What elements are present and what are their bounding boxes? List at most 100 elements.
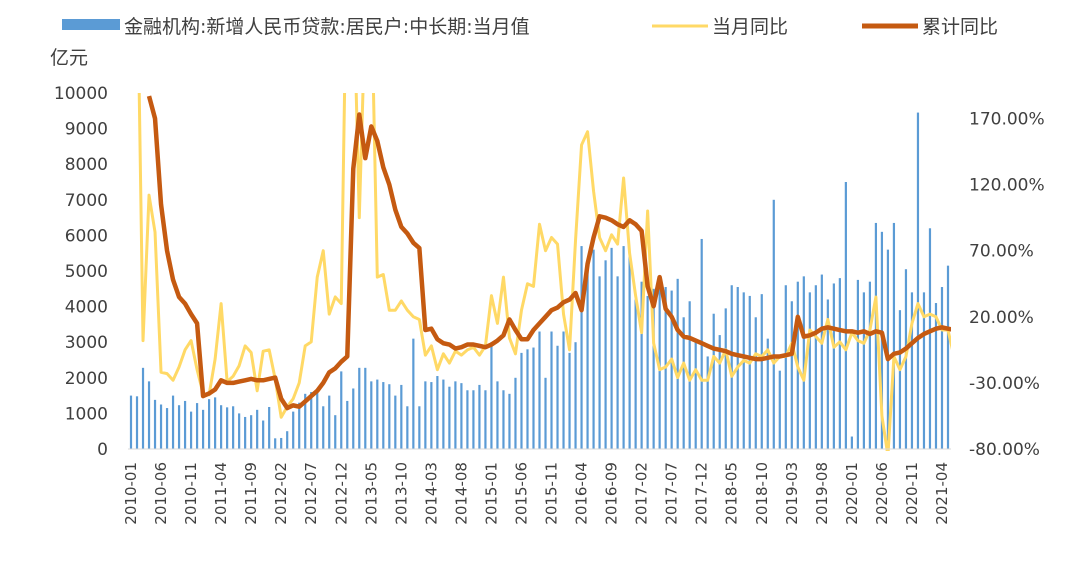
bar-layer [129,112,950,449]
loan-bar [916,112,920,449]
loan-bar [334,415,337,449]
loan-bar [436,376,439,449]
line-layer [137,93,951,451]
loan-bar [292,411,295,449]
y-right-tick-label: 170.00% [969,110,1045,130]
loan-bar [526,349,529,449]
y-left-tick-label: 2000 [65,369,108,389]
loan-bar [376,379,379,449]
x-tick-label: 2017-02 [633,462,651,525]
loan-bar [171,395,175,449]
loan-bar [694,342,697,449]
loan-bar [826,299,829,449]
loan-bar [538,331,541,449]
loan-bar [730,285,733,449]
loan-bar [592,249,595,449]
loan-bar [177,405,181,449]
loan-bar [940,287,944,449]
loan-bar [658,276,661,449]
y-left-tick-label: 6000 [65,226,108,246]
loan-bar [556,345,559,449]
loan-bar [183,400,187,449]
loan-bar [562,331,565,449]
loan-bar [226,407,229,449]
loan-bar [718,335,721,449]
loan-bar [892,222,896,449]
loan-bar [820,274,823,449]
loan-bar [586,260,589,449]
loan-bar [610,247,613,449]
loan-bar [316,392,319,449]
loan-bar [472,390,475,449]
loan-bar [946,265,950,449]
loan-bar [478,384,481,449]
loan-bar [189,411,193,449]
x-tick-label: 2020-01 [843,462,861,525]
loan-bar [424,381,427,449]
loan-bar [268,406,271,449]
loan-bar [622,246,625,449]
x-tick-label: 2012-07 [302,462,320,525]
x-tick-label: 2010-01 [122,462,140,525]
loan-bar [688,301,691,449]
loan-bar [310,392,313,449]
loan-bar [460,383,463,449]
y-left-tick-label: 8000 [65,155,108,175]
loan-bar [147,381,151,449]
loan-bar [508,393,511,449]
loan-bar [418,406,421,449]
loan-bar [814,285,817,449]
x-tick-label: 2017-07 [663,462,681,525]
loan-bar [646,295,649,449]
loan-bar [165,408,169,449]
loan-bar [868,281,871,449]
loan-bar [760,294,763,449]
loan-bar [406,406,409,449]
loan-bar [352,388,355,449]
loan-bar [358,367,361,449]
loan-bar [790,301,793,449]
loan-bar [784,285,787,449]
loan-bar [808,292,811,449]
y-axis-unit: 亿元 [50,47,88,69]
loan-bar [748,295,751,449]
loan-bar [850,436,853,449]
loan-bar [862,292,865,449]
loan-bar [898,310,902,449]
loan-bar [448,386,451,449]
loan-bar [340,371,343,449]
loan-bar [250,415,253,449]
loan-bar [238,413,241,449]
loan-bar [724,308,727,449]
y-left-tick-label: 10000 [54,84,108,104]
loan-bar [520,352,523,449]
y-left-tick-label: 9000 [65,120,108,140]
loan-bar [514,377,517,449]
loan-bar [772,199,775,449]
y-axis-right: -80.00% -30.00% 20.00% 70.00% 120.00% 170.00% [969,110,1045,461]
loan-bar [286,431,289,449]
legend-swatch-loans [62,19,120,30]
monthly-yoy-line [137,93,951,451]
loan-bar [934,303,938,449]
loan-bar [598,276,601,449]
legend: 金融机构:新增人民币贷款:居民户:中长期:当月值 当月同比 累计同比 [62,16,998,38]
x-axis-ticks: 2010-01 2010-06 2010-11 2011-04 2011-09 2012-… [122,462,951,525]
loan-bar [141,367,145,449]
x-tick-label: 2016-04 [573,462,591,525]
y-right-tick-label: 20.00% [969,308,1034,328]
loan-bar [442,379,445,449]
loan-bar [874,222,878,449]
loan-bar [910,292,914,449]
loan-bar [328,395,331,449]
y-left-tick-label: 0 [97,440,108,460]
loan-bar [634,299,637,449]
loan-bar [466,390,469,449]
y-right-tick-label: -80.00% [969,440,1040,460]
loan-bar [766,338,769,449]
x-tick-label: 2011-04 [212,462,230,525]
x-tick-label: 2018-10 [753,462,771,525]
y-left-tick-label: 1000 [65,404,108,424]
loan-bar [159,404,163,449]
y-left-tick-label: 7000 [65,191,108,211]
